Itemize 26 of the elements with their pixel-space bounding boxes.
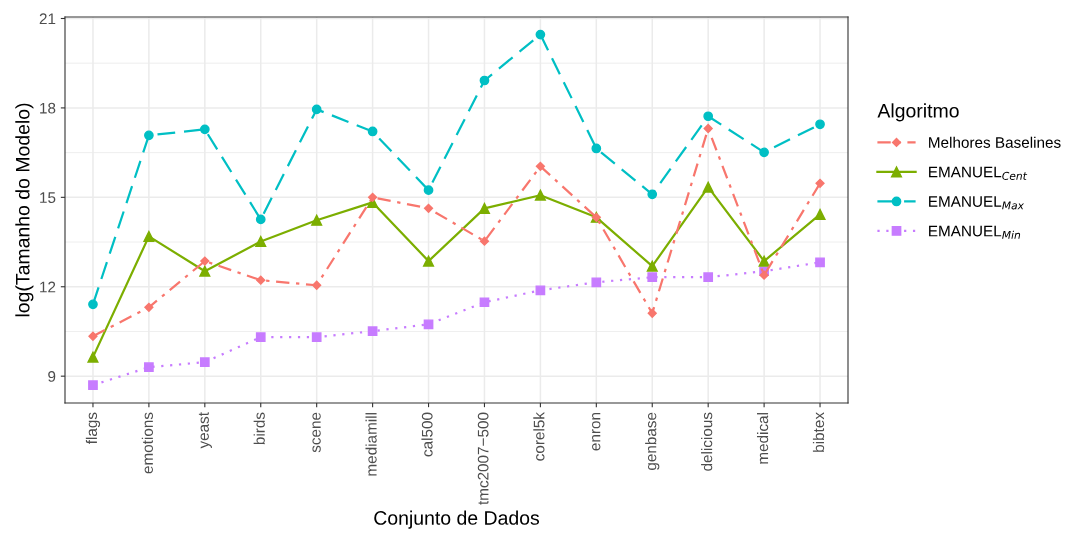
y-tick-label: 18 <box>40 102 56 114</box>
x-tick-label: corel5k <box>533 412 545 461</box>
x-tick-label: mediamill <box>365 413 377 476</box>
x-tick-label: tmc2007−500 <box>477 412 489 505</box>
x-tick-label: yeast <box>198 412 212 449</box>
x-tick-label: delicious <box>701 412 713 471</box>
x-tick-label: enron <box>592 413 601 451</box>
y-tick-label: 12 <box>40 281 56 293</box>
x-tick-label: birds <box>253 412 265 445</box>
x-tick-label: bibtex <box>812 412 825 452</box>
legend-label: EMANUEL$_{Max}$ <box>929 196 1025 210</box>
y-tick-label: 9 <box>48 371 56 382</box>
legend-title: Algoritmo <box>877 103 959 122</box>
x-tick-label: medical <box>756 413 769 464</box>
legend-label: Melhores Baselines <box>929 136 1061 148</box>
legend-label: EMANUEL$_{Min}$ <box>929 225 1021 239</box>
x-tick-label: flags <box>85 412 101 445</box>
x-tick-label: emotions <box>141 412 153 474</box>
y-tick-label: 21 <box>39 13 56 25</box>
x-tick-label: genbase <box>645 412 660 470</box>
x-axis-title: Conjunto de Dados <box>374 510 540 529</box>
y-axis-title: log(Tamanho do Modelo) <box>15 103 34 317</box>
x-tick-label: cal500 <box>421 412 433 457</box>
legend-label: EMANUEL$_{Cent}$ <box>929 166 1028 180</box>
y-tick-label: 15 <box>40 192 56 204</box>
x-tick-label: scene <box>312 412 321 453</box>
